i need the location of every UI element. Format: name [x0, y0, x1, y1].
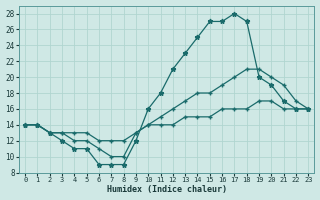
X-axis label: Humidex (Indice chaleur): Humidex (Indice chaleur) — [107, 185, 227, 194]
